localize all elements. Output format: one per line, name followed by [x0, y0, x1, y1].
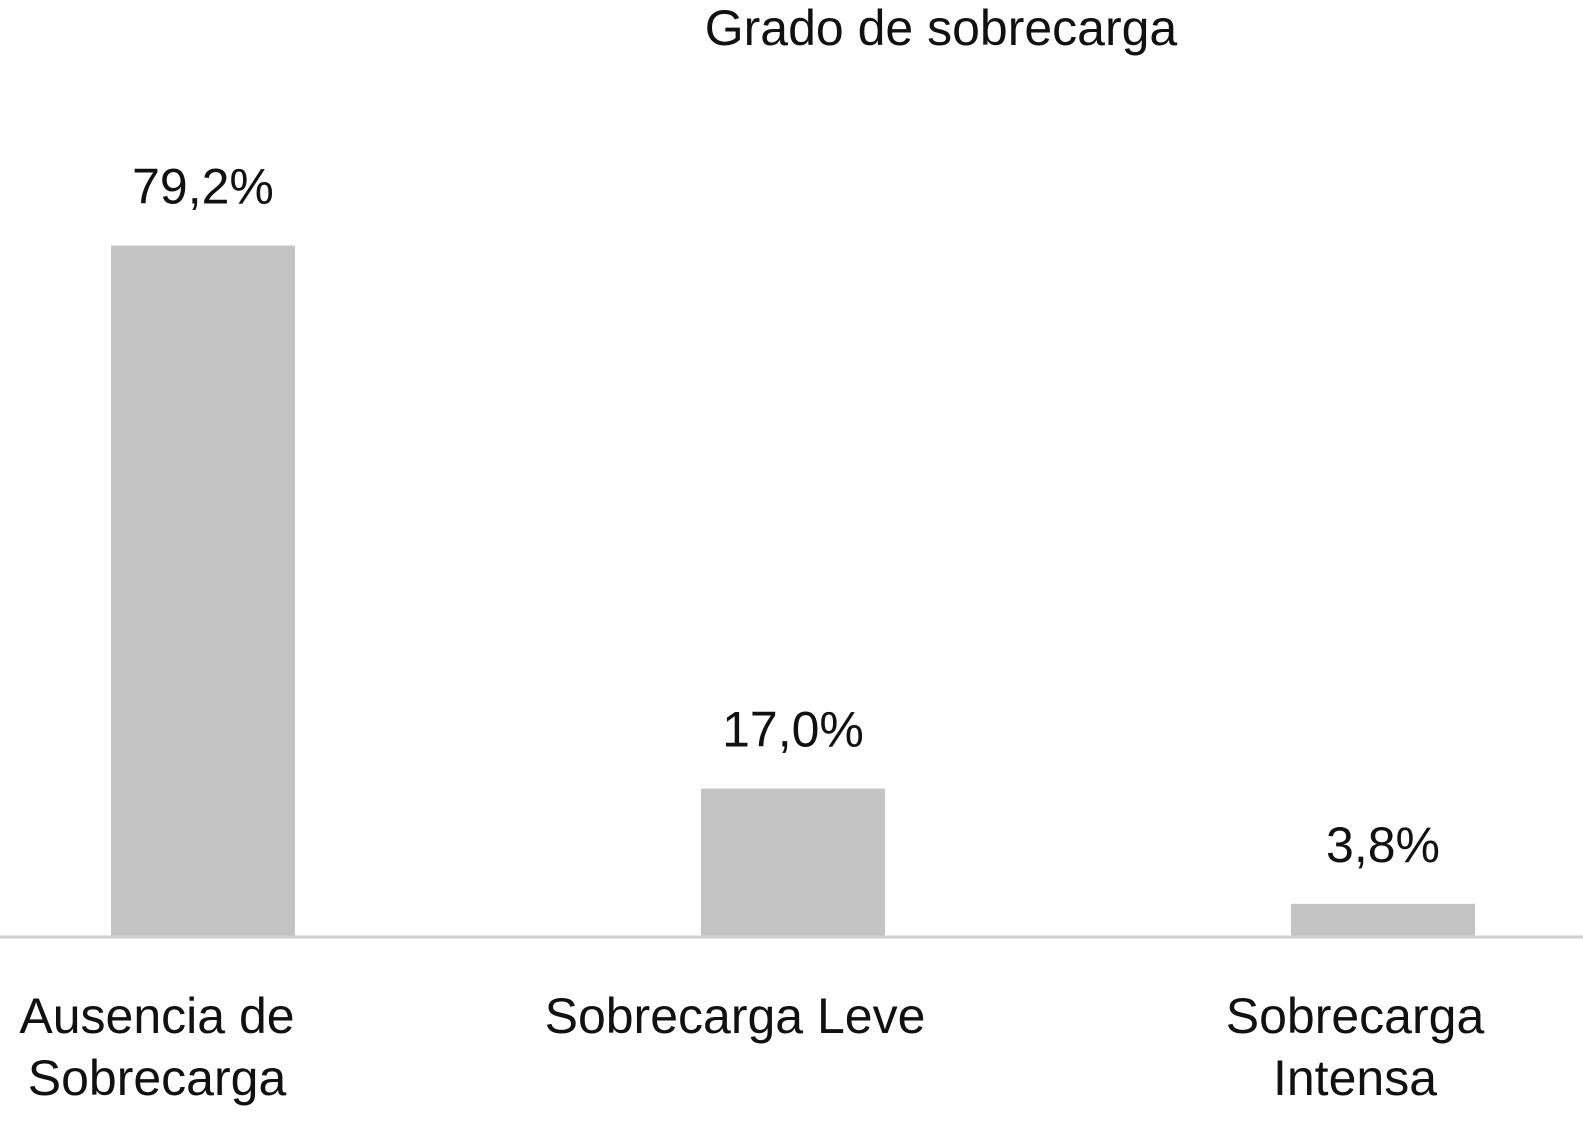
bar-1 [111, 245, 295, 938]
category-label-3: Sobrecarga Intensa [1226, 988, 1485, 1106]
category-label-line: Sobrecarga Leve [545, 988, 926, 1044]
bar-2 [701, 788, 885, 937]
category-label-line: Sobrecarga [28, 1050, 287, 1106]
category-label-line: Ausencia de [19, 988, 294, 1044]
data-label-3: 3,8% [1326, 817, 1440, 873]
data-label-1: 79,2% [132, 159, 274, 215]
category-label-line: Sobrecarga [1226, 988, 1485, 1044]
category-label-line: Intensa [1273, 1050, 1437, 1106]
bars-group: 79,2% 17,0% 3,8% [111, 159, 1475, 938]
data-label-2: 17,0% [722, 702, 864, 758]
category-label-2: Sobrecarga Leve [545, 988, 926, 1044]
category-label-1: Ausencia de Sobrecarga [19, 988, 294, 1106]
chart-title: Grado de sobrecarga [705, 0, 1178, 56]
category-labels-group: Ausencia de Sobrecarga Sobrecarga Leve Sobr… [19, 988, 1484, 1106]
bar-3 [1291, 903, 1475, 937]
